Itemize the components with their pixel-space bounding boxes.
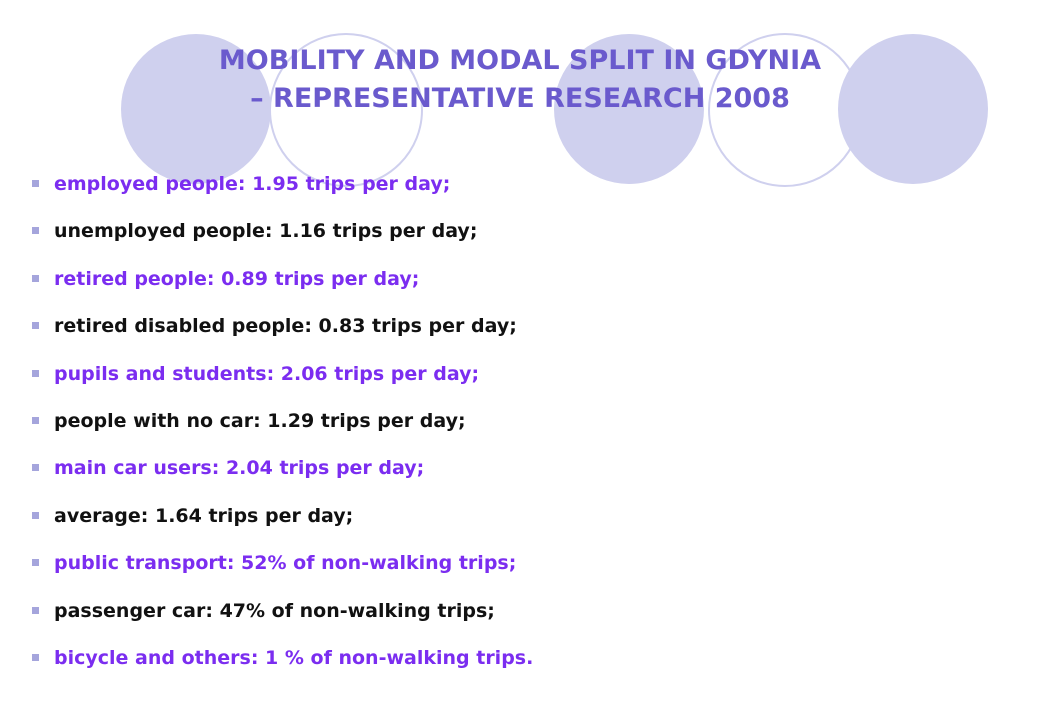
bullet-text: people with no car: 1.29 trips per day; bbox=[54, 409, 466, 432]
square-bullet-icon bbox=[32, 511, 39, 519]
bullet-item: retired disabled people: 0.83 trips per … bbox=[32, 308, 1022, 355]
bullet-text: passenger car: 47% of non-walking trips; bbox=[54, 599, 495, 622]
bullet-text: employed people: 1.95 trips per day; bbox=[54, 173, 451, 195]
decorative-circle bbox=[838, 34, 988, 184]
decorative-circle-outline bbox=[269, 33, 423, 187]
square-bullet-icon bbox=[32, 180, 39, 187]
square-bullet-icon bbox=[32, 559, 39, 567]
square-bullet-icon bbox=[32, 322, 39, 330]
bullet-item: main car users: 2.04 trips per day; bbox=[32, 450, 1022, 497]
decorative-circle bbox=[121, 34, 271, 184]
bullet-text: public transport: 52% of non-walking tri… bbox=[54, 552, 517, 575]
bullet-text: bicycle and others: 1 % of non-walking t… bbox=[54, 646, 534, 669]
square-bullet-icon bbox=[32, 464, 39, 472]
square-bullet-icon bbox=[32, 653, 39, 661]
bullet-item: bicycle and others: 1 % of non-walking t… bbox=[32, 640, 1022, 687]
bullet-text: pupils and students: 2.06 trips per day; bbox=[54, 362, 480, 385]
slide-title: MOBILITY AND MODAL SPLIT IN GDYNIA – REP… bbox=[70, 42, 970, 118]
slide-title-line-1: MOBILITY AND MODAL SPLIT IN GDYNIA bbox=[218, 45, 822, 76]
bullet-item: pupils and students: 2.06 trips per day; bbox=[32, 356, 1022, 403]
bullet-text: retired disabled people: 0.83 trips per … bbox=[54, 315, 517, 338]
slide-title-line-2: – REPRESENTATIVE RESEARCH 2008 bbox=[250, 83, 790, 114]
bullet-item: employed people: 1.95 trips per day; bbox=[32, 166, 1022, 213]
decorative-circle bbox=[554, 34, 704, 184]
bullet-text: main car users: 2.04 trips per day; bbox=[54, 457, 425, 480]
bullet-text: average: 1.64 trips per day; bbox=[54, 504, 354, 527]
bullet-item: public transport: 52% of non-walking tri… bbox=[32, 545, 1022, 592]
square-bullet-icon bbox=[32, 227, 39, 235]
square-bullet-icon bbox=[32, 274, 39, 282]
bullet-item: unemployed people: 1.16 trips per day; bbox=[32, 213, 1022, 260]
bullet-text: unemployed people: 1.16 trips per day; bbox=[54, 220, 478, 243]
bullet-item: retired people: 0.89 trips per day; bbox=[32, 261, 1022, 308]
bullet-list: employed people: 1.95 trips per day; une… bbox=[32, 166, 1022, 687]
bullet-item: people with no car: 1.29 trips per day; bbox=[32, 403, 1022, 450]
square-bullet-icon bbox=[32, 416, 39, 424]
square-bullet-icon bbox=[32, 606, 39, 614]
bullet-item: average: 1.64 trips per day; bbox=[32, 498, 1022, 545]
bullet-text: retired people: 0.89 trips per day; bbox=[54, 267, 420, 290]
bullet-item: passenger car: 47% of non-walking trips; bbox=[32, 593, 1022, 640]
square-bullet-icon bbox=[32, 369, 39, 377]
